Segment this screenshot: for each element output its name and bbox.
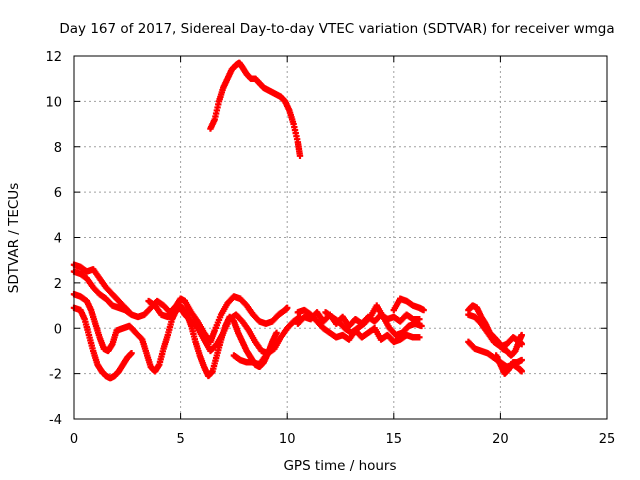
series-arc-n (492, 352, 525, 377)
y-tick-label: 8 (54, 141, 62, 156)
data-point (518, 331, 525, 339)
data-point (416, 334, 423, 341)
data-point (518, 340, 525, 348)
y-tick-label: 2 (54, 277, 62, 292)
data-point (518, 356, 525, 364)
y-tick-label: 6 (54, 186, 62, 201)
tick-labels: 0 5 10 15 20 25 -4 -2 0 2 4 6 8 10 12 (45, 50, 615, 447)
x-tick-label: 0 (70, 432, 78, 447)
series-arc-d (70, 304, 135, 382)
data-point (262, 352, 270, 359)
data-point (518, 368, 525, 375)
data-point (420, 306, 427, 314)
y-tick-label: 12 (45, 50, 62, 65)
series-arc-i (322, 302, 425, 339)
data-points (70, 59, 525, 382)
series-arc-b (70, 268, 291, 346)
chart-title: Day 167 of 2017, Sidereal Day-to-day VTE… (59, 21, 614, 37)
series-arc-f (230, 352, 270, 368)
axis-ticks (73, 55, 608, 420)
data-point (284, 304, 291, 312)
x-tick-label: 15 (386, 432, 403, 447)
y-axis-label: SDTVAR / TECUs (6, 183, 22, 293)
series-arc-h (294, 306, 423, 346)
y-tick-label: -4 (49, 413, 62, 428)
series-arc-high (207, 59, 304, 160)
x-tick-label: 5 (176, 432, 184, 447)
y-tick-label: 0 (54, 322, 62, 337)
data-point (416, 315, 423, 323)
x-tick-label: 25 (599, 432, 616, 447)
data-point (273, 329, 280, 336)
x-axis-label: GPS time / hours (283, 458, 396, 474)
data-point (296, 152, 304, 160)
series-arc-l (465, 311, 525, 350)
x-tick-label: 10 (279, 432, 296, 447)
data-point (128, 350, 135, 357)
series-arc-g (294, 309, 423, 330)
x-tick-label: 20 (492, 432, 509, 447)
data-point (418, 322, 425, 330)
y-tick-label: 4 (54, 232, 62, 247)
series-arc-j (390, 295, 427, 314)
grid-lines (74, 56, 607, 419)
y-tick-label: -2 (49, 368, 62, 383)
y-tick-label: 10 (45, 95, 62, 110)
